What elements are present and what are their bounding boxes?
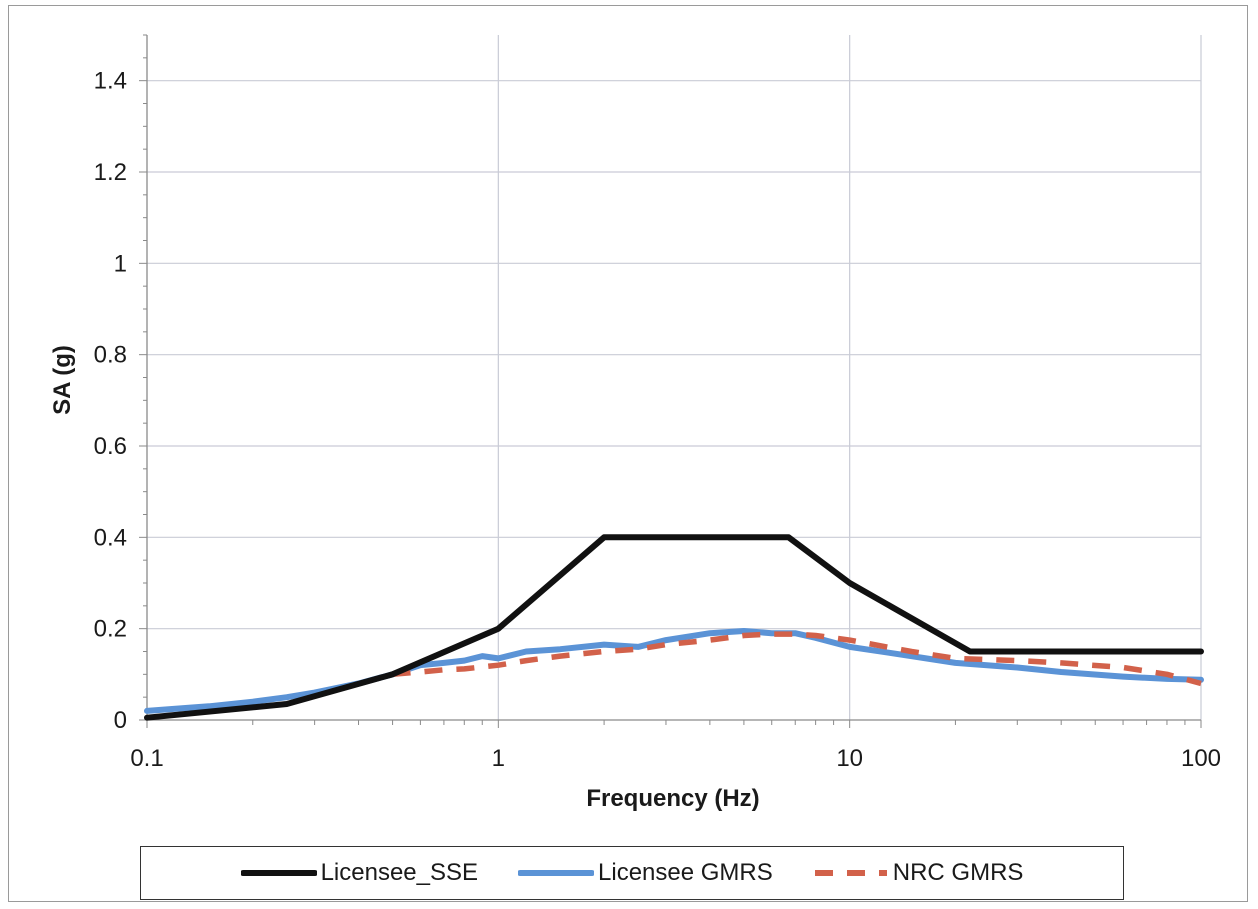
legend-swatch xyxy=(814,870,887,876)
axis-layer xyxy=(139,34,1202,728)
grid-layer xyxy=(147,35,1202,720)
y-tick-label: 0.4 xyxy=(94,524,127,551)
legend-label: Licensee GMRS xyxy=(598,859,773,886)
x-tick-label: 0.1 xyxy=(130,745,163,772)
y-axis-title: SA (g) xyxy=(49,345,76,415)
y-tick-label: 0 xyxy=(114,707,127,734)
label-layer: 0 0.2 0.4 0.6 0.8 1 1.2 1.4 0.1 1 10 100 xyxy=(94,68,1221,772)
x-tick-label: 100 xyxy=(1181,745,1221,772)
legend-swatch xyxy=(240,870,317,876)
legend-item: NRC GMRS xyxy=(813,859,1024,887)
legend-swatch xyxy=(518,870,595,876)
legend: Licensee_SSE Licensee GMRS NRC GMRS xyxy=(140,846,1124,900)
y-tick-label: 1 xyxy=(114,250,127,277)
legend-item: Licensee_SSE xyxy=(240,859,479,887)
chart-frame xyxy=(8,5,1248,902)
series-layer xyxy=(144,534,1204,721)
x-axis-title: Frequency (Hz) xyxy=(586,785,759,812)
series-line-nrc-gmrs xyxy=(392,631,1202,687)
series-line-licensee-sse xyxy=(144,534,1204,721)
legend-label: Licensee_SSE xyxy=(320,859,479,886)
y-tick-label: 0.2 xyxy=(94,616,127,643)
y-tick-label: 0.8 xyxy=(94,342,127,369)
y-tick-label: 1.4 xyxy=(94,68,127,95)
x-tick-label: 10 xyxy=(836,745,863,772)
x-tick-label: 1 xyxy=(492,745,505,772)
y-tick-label: 1.2 xyxy=(94,159,127,186)
legend-item: Licensee GMRS xyxy=(518,859,773,887)
y-tick-label: 0.6 xyxy=(94,433,127,460)
legend-label: NRC GMRS xyxy=(892,859,1024,886)
